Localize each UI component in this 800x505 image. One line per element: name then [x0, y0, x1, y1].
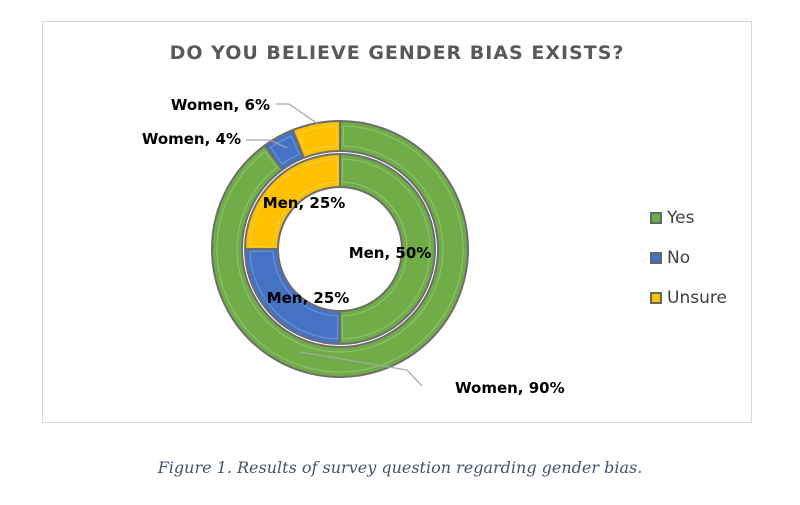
women-yes-label: Women, 90% — [455, 379, 565, 397]
men-no-label: Men, 25% — [267, 289, 350, 307]
legend-label-no: No — [667, 248, 691, 268]
label-leader-lines — [246, 103, 423, 387]
donut-arcs — [211, 119, 469, 378]
men-yes-bevel — [341, 158, 431, 340]
chart-title: DO YOU BELIEVE GENDER BIAS EXISTS? — [169, 42, 625, 64]
legend-item-yes: Yes — [650, 198, 727, 238]
legend-label-unsure: Unsure — [667, 288, 727, 308]
men-unsure-label: Men, 25% — [263, 194, 346, 212]
legend: Yes No Unsure — [650, 198, 727, 318]
men-unsure-bevel — [249, 158, 339, 248]
legend-swatch-yes — [650, 212, 662, 224]
legend-label-yes: Yes — [667, 208, 695, 228]
men-yes-label: Men, 50% — [349, 244, 432, 262]
women-unsure-bevel — [297, 125, 338, 153]
figure-caption: Figure 1. Results of survey question reg… — [157, 458, 643, 477]
men-no-bevel — [249, 250, 339, 340]
men-unsure-segment — [243, 152, 341, 250]
data-labels: Women, 90% Women, 4% Women, 6% Men, 50% Men,… — [142, 96, 565, 397]
legend-item-no: No — [650, 238, 727, 278]
women-yes-bevel — [216, 125, 464, 373]
women-yes-segment — [211, 119, 469, 378]
women-no-leader-line — [246, 139, 288, 149]
legend-swatch-unsure — [650, 292, 662, 304]
women-unsure-label: Women, 6% — [171, 96, 270, 114]
legend-item-unsure: Unsure — [650, 278, 727, 318]
legend-swatch-no — [650, 252, 662, 264]
women-no-label: Women, 4% — [142, 130, 241, 148]
men-yes-segment — [339, 152, 436, 346]
women-yes-leader-line — [299, 351, 423, 387]
women-unsure-segment — [291, 119, 341, 160]
women-unsure-leader-line — [276, 103, 319, 125]
